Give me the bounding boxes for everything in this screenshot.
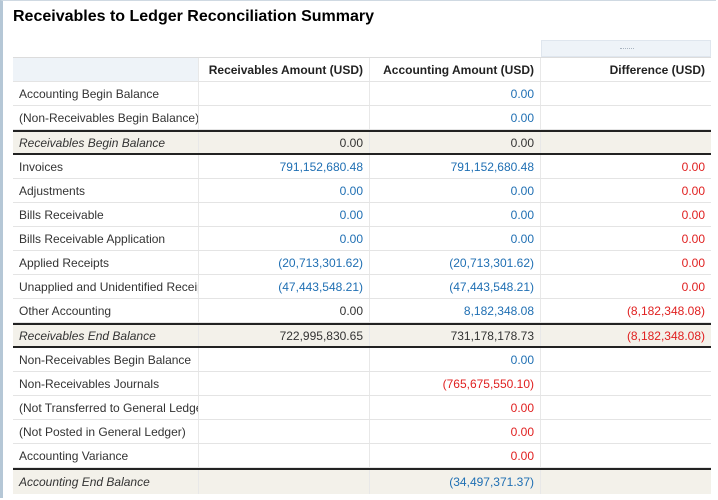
receivables-amount-link[interactable]: (47,443,548.21) bbox=[199, 275, 370, 298]
header-accounting-amount[interactable]: Accounting Amount (USD) bbox=[370, 58, 541, 81]
row-label: Accounting End Balance bbox=[13, 470, 199, 494]
receivables-amount-link[interactable]: 791,152,680.48 bbox=[199, 155, 370, 178]
header-receivables-amount[interactable]: Receivables Amount (USD) bbox=[199, 58, 370, 81]
difference-cell bbox=[541, 396, 711, 419]
accounting-amount-link[interactable]: (47,443,548.21) bbox=[370, 275, 541, 298]
table-row: Adjustments 0.00 0.00 0.00 bbox=[13, 179, 711, 203]
table-row: (Not Transferred to General Ledger) 0.00 bbox=[13, 396, 711, 420]
receivables-amount-cell bbox=[199, 82, 370, 105]
receivables-amount-cell bbox=[199, 420, 370, 443]
row-label: Invoices bbox=[13, 155, 199, 178]
difference-cell bbox=[541, 132, 711, 153]
end-balance-row: Accounting End Balance (34,497,371.37) bbox=[13, 468, 711, 494]
row-label: Bills Receivable Application bbox=[13, 227, 199, 250]
table-row: Bills Receivable 0.00 0.00 0.00 bbox=[13, 203, 711, 227]
subtotal-row: Receivables Begin Balance 0.00 0.00 bbox=[13, 130, 711, 155]
difference-cell bbox=[541, 82, 711, 105]
difference-cell bbox=[541, 372, 711, 395]
row-label: Adjustments bbox=[13, 179, 199, 202]
difference-cell: (8,182,348.08) bbox=[626, 303, 705, 318]
receivables-amount-cell bbox=[199, 372, 370, 395]
accounting-amount-cell: 731,178,178.73 bbox=[370, 325, 541, 346]
table-row: Unapplied and Unidentified Receipts (47,… bbox=[13, 275, 711, 299]
receivables-amount-cell bbox=[199, 470, 370, 494]
difference-cell bbox=[541, 444, 711, 467]
difference-cell: (8,182,348.08) bbox=[626, 328, 705, 343]
subtotal-row: Receivables End Balance 722,995,830.65 7… bbox=[13, 323, 711, 348]
accounting-amount-link[interactable]: 0.00 bbox=[370, 82, 541, 105]
row-label: Applied Receipts bbox=[13, 251, 199, 274]
reconciliation-table: Receivables Amount (USD) Accounting Amou… bbox=[13, 57, 711, 494]
table-row: Non-Receivables Begin Balance 0.00 bbox=[13, 348, 711, 372]
accounting-amount-link[interactable]: 0.00 bbox=[370, 179, 541, 202]
accounting-amount-link[interactable]: 0.00 bbox=[370, 420, 541, 443]
row-label: (Non-Receivables Begin Balance) bbox=[13, 106, 199, 129]
row-label: Accounting Begin Balance bbox=[13, 82, 199, 105]
page-title: Receivables to Ledger Reconciliation Sum… bbox=[13, 8, 375, 25]
receivables-amount-cell bbox=[199, 444, 370, 467]
difference-cell: 0.00 bbox=[681, 279, 705, 294]
difference-cell bbox=[541, 348, 711, 371]
accounting-amount-link[interactable]: (20,713,301.62) bbox=[370, 251, 541, 274]
row-label: Non-Receivables Begin Balance bbox=[13, 348, 199, 371]
grip-icon bbox=[620, 48, 634, 51]
accounting-amount-link[interactable]: (34,497,371.37) bbox=[370, 470, 541, 494]
receivables-amount-link[interactable]: (20,713,301.62) bbox=[199, 251, 370, 274]
column-resize-handle[interactable] bbox=[541, 40, 711, 57]
table-row: Invoices 791,152,680.48 791,152,680.48 0… bbox=[13, 155, 711, 179]
accounting-amount-cell: 0.00 bbox=[370, 132, 541, 153]
difference-cell: 0.00 bbox=[681, 159, 705, 174]
receivables-amount-cell: 0.00 bbox=[199, 299, 370, 322]
difference-cell bbox=[541, 420, 711, 443]
row-label: Non-Receivables Journals bbox=[13, 372, 199, 395]
table-row: Bills Receivable Application 0.00 0.00 0… bbox=[13, 227, 711, 251]
receivables-amount-cell: 722,995,830.65 bbox=[199, 325, 370, 346]
table-row: Accounting Variance 0.00 bbox=[13, 444, 711, 468]
row-label: Receivables End Balance bbox=[13, 325, 199, 346]
row-label: Accounting Variance bbox=[13, 444, 199, 467]
accounting-amount-link[interactable]: 0.00 bbox=[370, 203, 541, 226]
row-label: Unapplied and Unidentified Receipts bbox=[13, 275, 199, 298]
difference-cell bbox=[541, 106, 711, 129]
row-label: Receivables Begin Balance bbox=[13, 132, 199, 153]
receivables-amount-link[interactable]: 0.00 bbox=[199, 227, 370, 250]
table-header-row: Receivables Amount (USD) Accounting Amou… bbox=[13, 57, 711, 82]
receivables-amount-cell bbox=[199, 106, 370, 129]
table-row: Applied Receipts (20,713,301.62) (20,713… bbox=[13, 251, 711, 275]
accounting-amount-link[interactable]: 0.00 bbox=[370, 106, 541, 129]
receivables-amount-link[interactable]: 0.00 bbox=[199, 179, 370, 202]
difference-cell: 0.00 bbox=[681, 183, 705, 198]
table-row: (Not Posted in General Ledger) 0.00 bbox=[13, 420, 711, 444]
difference-cell: 0.00 bbox=[681, 207, 705, 222]
receivables-amount-cell bbox=[199, 348, 370, 371]
table-row: (Non-Receivables Begin Balance) 0.00 bbox=[13, 106, 711, 130]
difference-cell: 0.00 bbox=[681, 231, 705, 246]
difference-cell bbox=[541, 470, 711, 494]
receivables-amount-cell bbox=[199, 396, 370, 419]
table-row: Accounting Begin Balance 0.00 bbox=[13, 82, 711, 106]
receivables-amount-cell: 0.00 bbox=[199, 132, 370, 153]
header-label-column bbox=[13, 58, 199, 81]
header-difference[interactable]: Difference (USD) bbox=[609, 62, 705, 77]
receivables-amount-link[interactable]: 0.00 bbox=[199, 203, 370, 226]
table-row: Non-Receivables Journals (765,675,550.10… bbox=[13, 372, 711, 396]
accounting-amount-link[interactable]: 0.00 bbox=[370, 444, 541, 467]
row-label: Bills Receivable bbox=[13, 203, 199, 226]
row-label: (Not Posted in General Ledger) bbox=[13, 420, 199, 443]
accounting-amount-link[interactable]: 0.00 bbox=[370, 396, 541, 419]
row-label: (Not Transferred to General Ledger) bbox=[13, 396, 199, 419]
accounting-amount-link[interactable]: 791,152,680.48 bbox=[370, 155, 541, 178]
accounting-amount-link[interactable]: 0.00 bbox=[370, 348, 541, 371]
accounting-amount-link[interactable]: 0.00 bbox=[370, 227, 541, 250]
table-row: Other Accounting 0.00 8,182,348.08 (8,18… bbox=[13, 299, 711, 323]
accounting-amount-link[interactable]: 8,182,348.08 bbox=[370, 299, 541, 322]
accounting-amount-link[interactable]: (765,675,550.10) bbox=[370, 372, 541, 395]
row-label: Other Accounting bbox=[13, 299, 199, 322]
difference-cell: 0.00 bbox=[681, 255, 705, 270]
